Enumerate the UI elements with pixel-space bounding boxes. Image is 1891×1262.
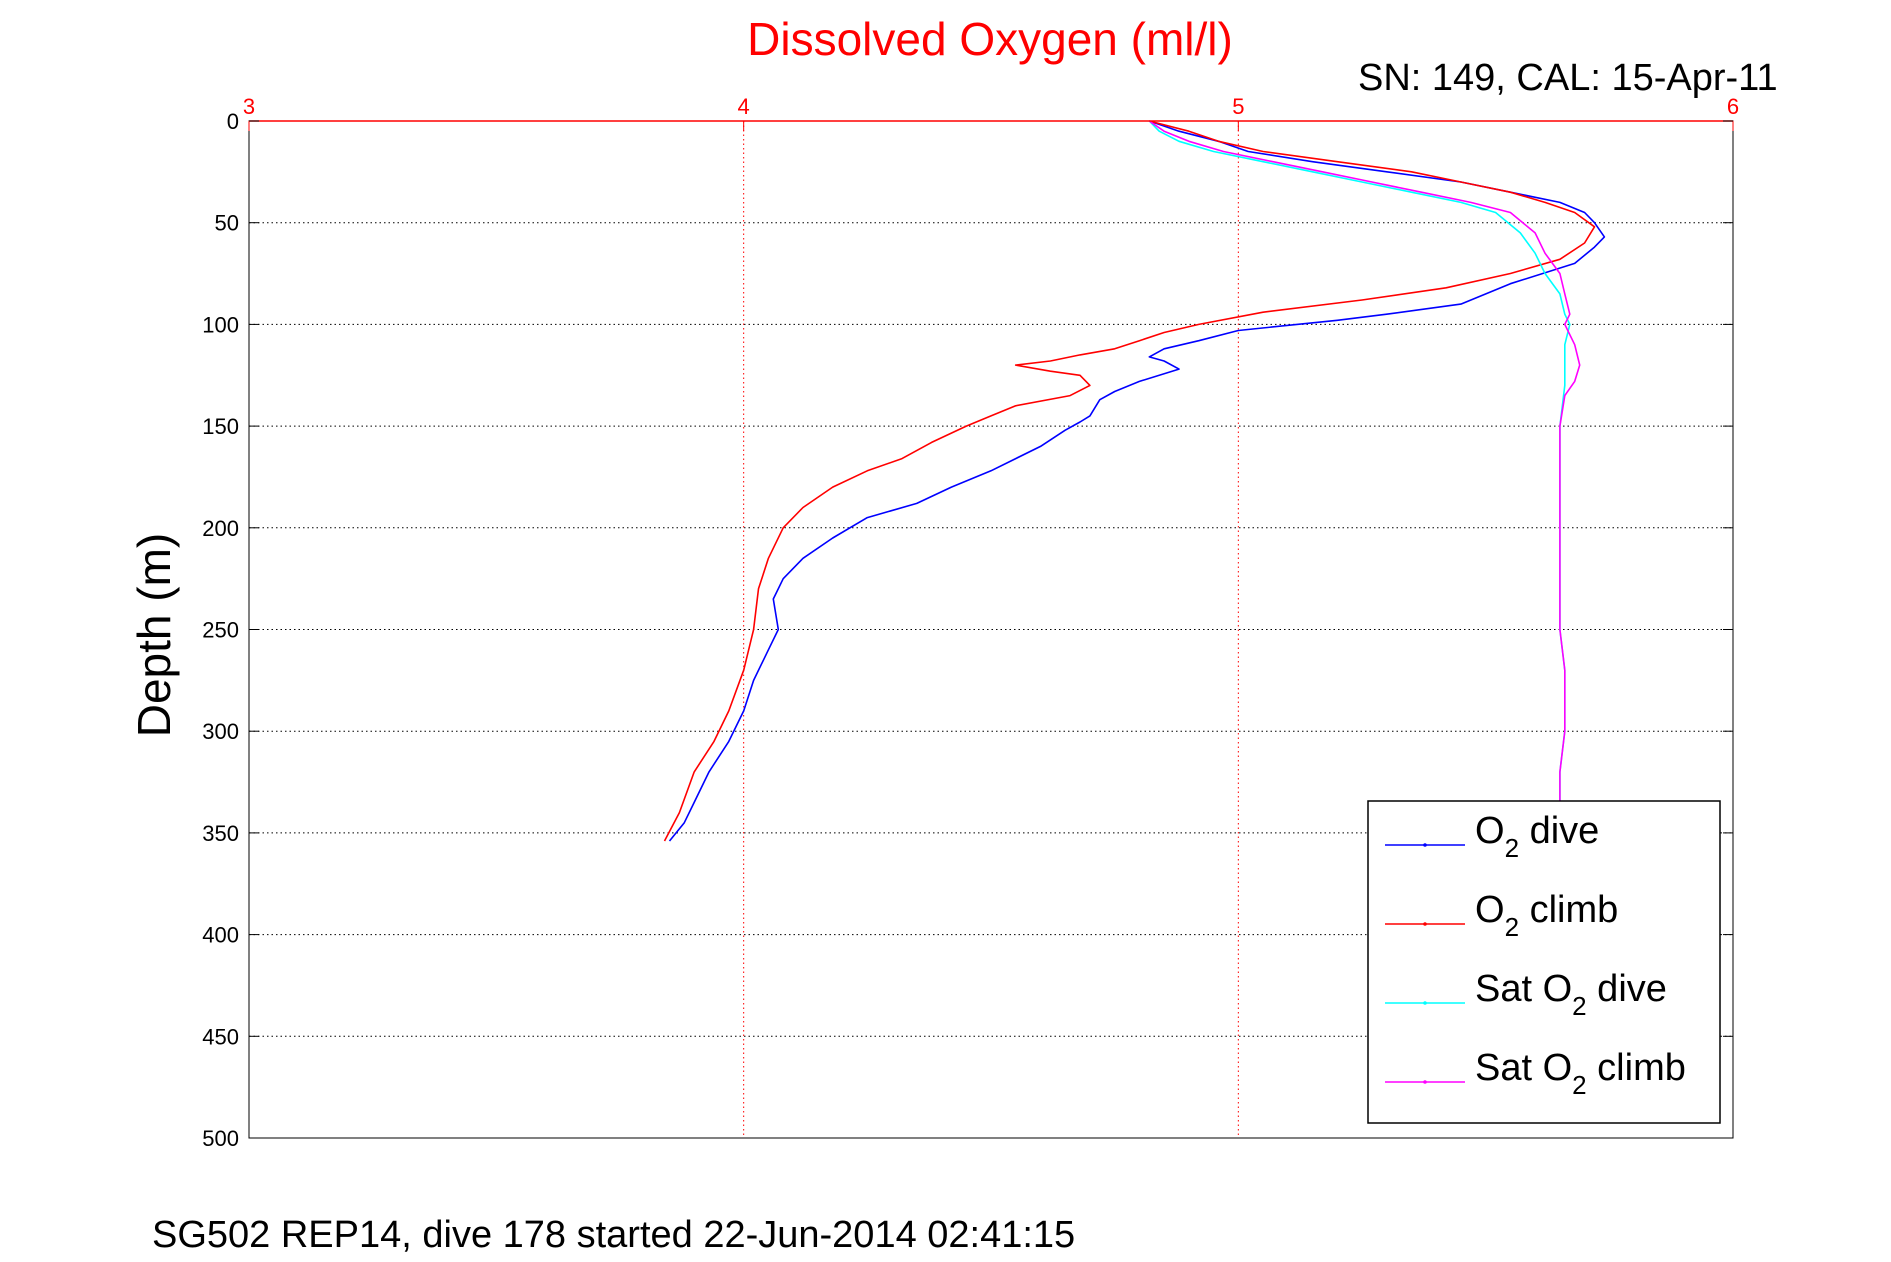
- x-tick-label: 6: [1727, 94, 1739, 119]
- x-tick-label: 5: [1232, 94, 1244, 119]
- y-tick-label: 300: [202, 719, 239, 744]
- y-tick-label: 400: [202, 923, 239, 948]
- series-line-o2-dive: [668, 120, 1606, 842]
- series-line-o2-climb: [663, 120, 1596, 842]
- legend-marker: [1423, 1001, 1427, 1005]
- y-tick-label: 350: [202, 821, 239, 846]
- y-axis-label: Depth (m): [128, 533, 180, 737]
- legend-entries: O2 dive O2 climb Sat O2 dive Sat O2 climb: [1385, 810, 1686, 1100]
- y-tick-label: 50: [215, 211, 239, 236]
- legend-label-sat-climb: Sat O2 climb: [1475, 1047, 1686, 1100]
- grid-lines: [249, 121, 1733, 1138]
- y-tick-label: 200: [202, 516, 239, 541]
- y-tick-label: 0: [227, 109, 239, 134]
- legend-marker: [1423, 922, 1427, 926]
- legend-label-o2-dive: O2 dive: [1475, 810, 1599, 863]
- chart-title: Dissolved Oxygen (ml/l): [747, 13, 1233, 65]
- series-line-sat-climb: [1148, 120, 1581, 813]
- series-lines: [663, 120, 1606, 842]
- legend-label-sat-dive: Sat O2 dive: [1475, 968, 1667, 1021]
- y-axis: 0 50 100 150 200 250 300 350 400 450 500: [202, 109, 1733, 1151]
- legend-marker: [1423, 1080, 1427, 1084]
- x-tick-label: 4: [738, 94, 750, 119]
- x-axis: 3 4 5 6: [243, 94, 1739, 131]
- dive-info-footer: SG502 REP14, dive 178 started 22-Jun-201…: [152, 1214, 1075, 1256]
- y-tick-label: 500: [202, 1126, 239, 1151]
- legend-label-o2-climb: O2 climb: [1475, 889, 1618, 942]
- legend: O2 dive O2 climb Sat O2 dive Sat O2 climb: [1367, 800, 1721, 1124]
- legend-box: [1367, 800, 1721, 1124]
- x-tick-label: 3: [243, 94, 255, 119]
- y-tick-label: 250: [202, 618, 239, 643]
- y-tick-label: 450: [202, 1024, 239, 1049]
- chart-subtitle: SN: 149, CAL: 15-Apr-11: [1358, 57, 1778, 99]
- y-tick-label: 150: [202, 414, 239, 439]
- legend-marker: [1423, 843, 1427, 847]
- y-tick-label: 100: [202, 312, 239, 337]
